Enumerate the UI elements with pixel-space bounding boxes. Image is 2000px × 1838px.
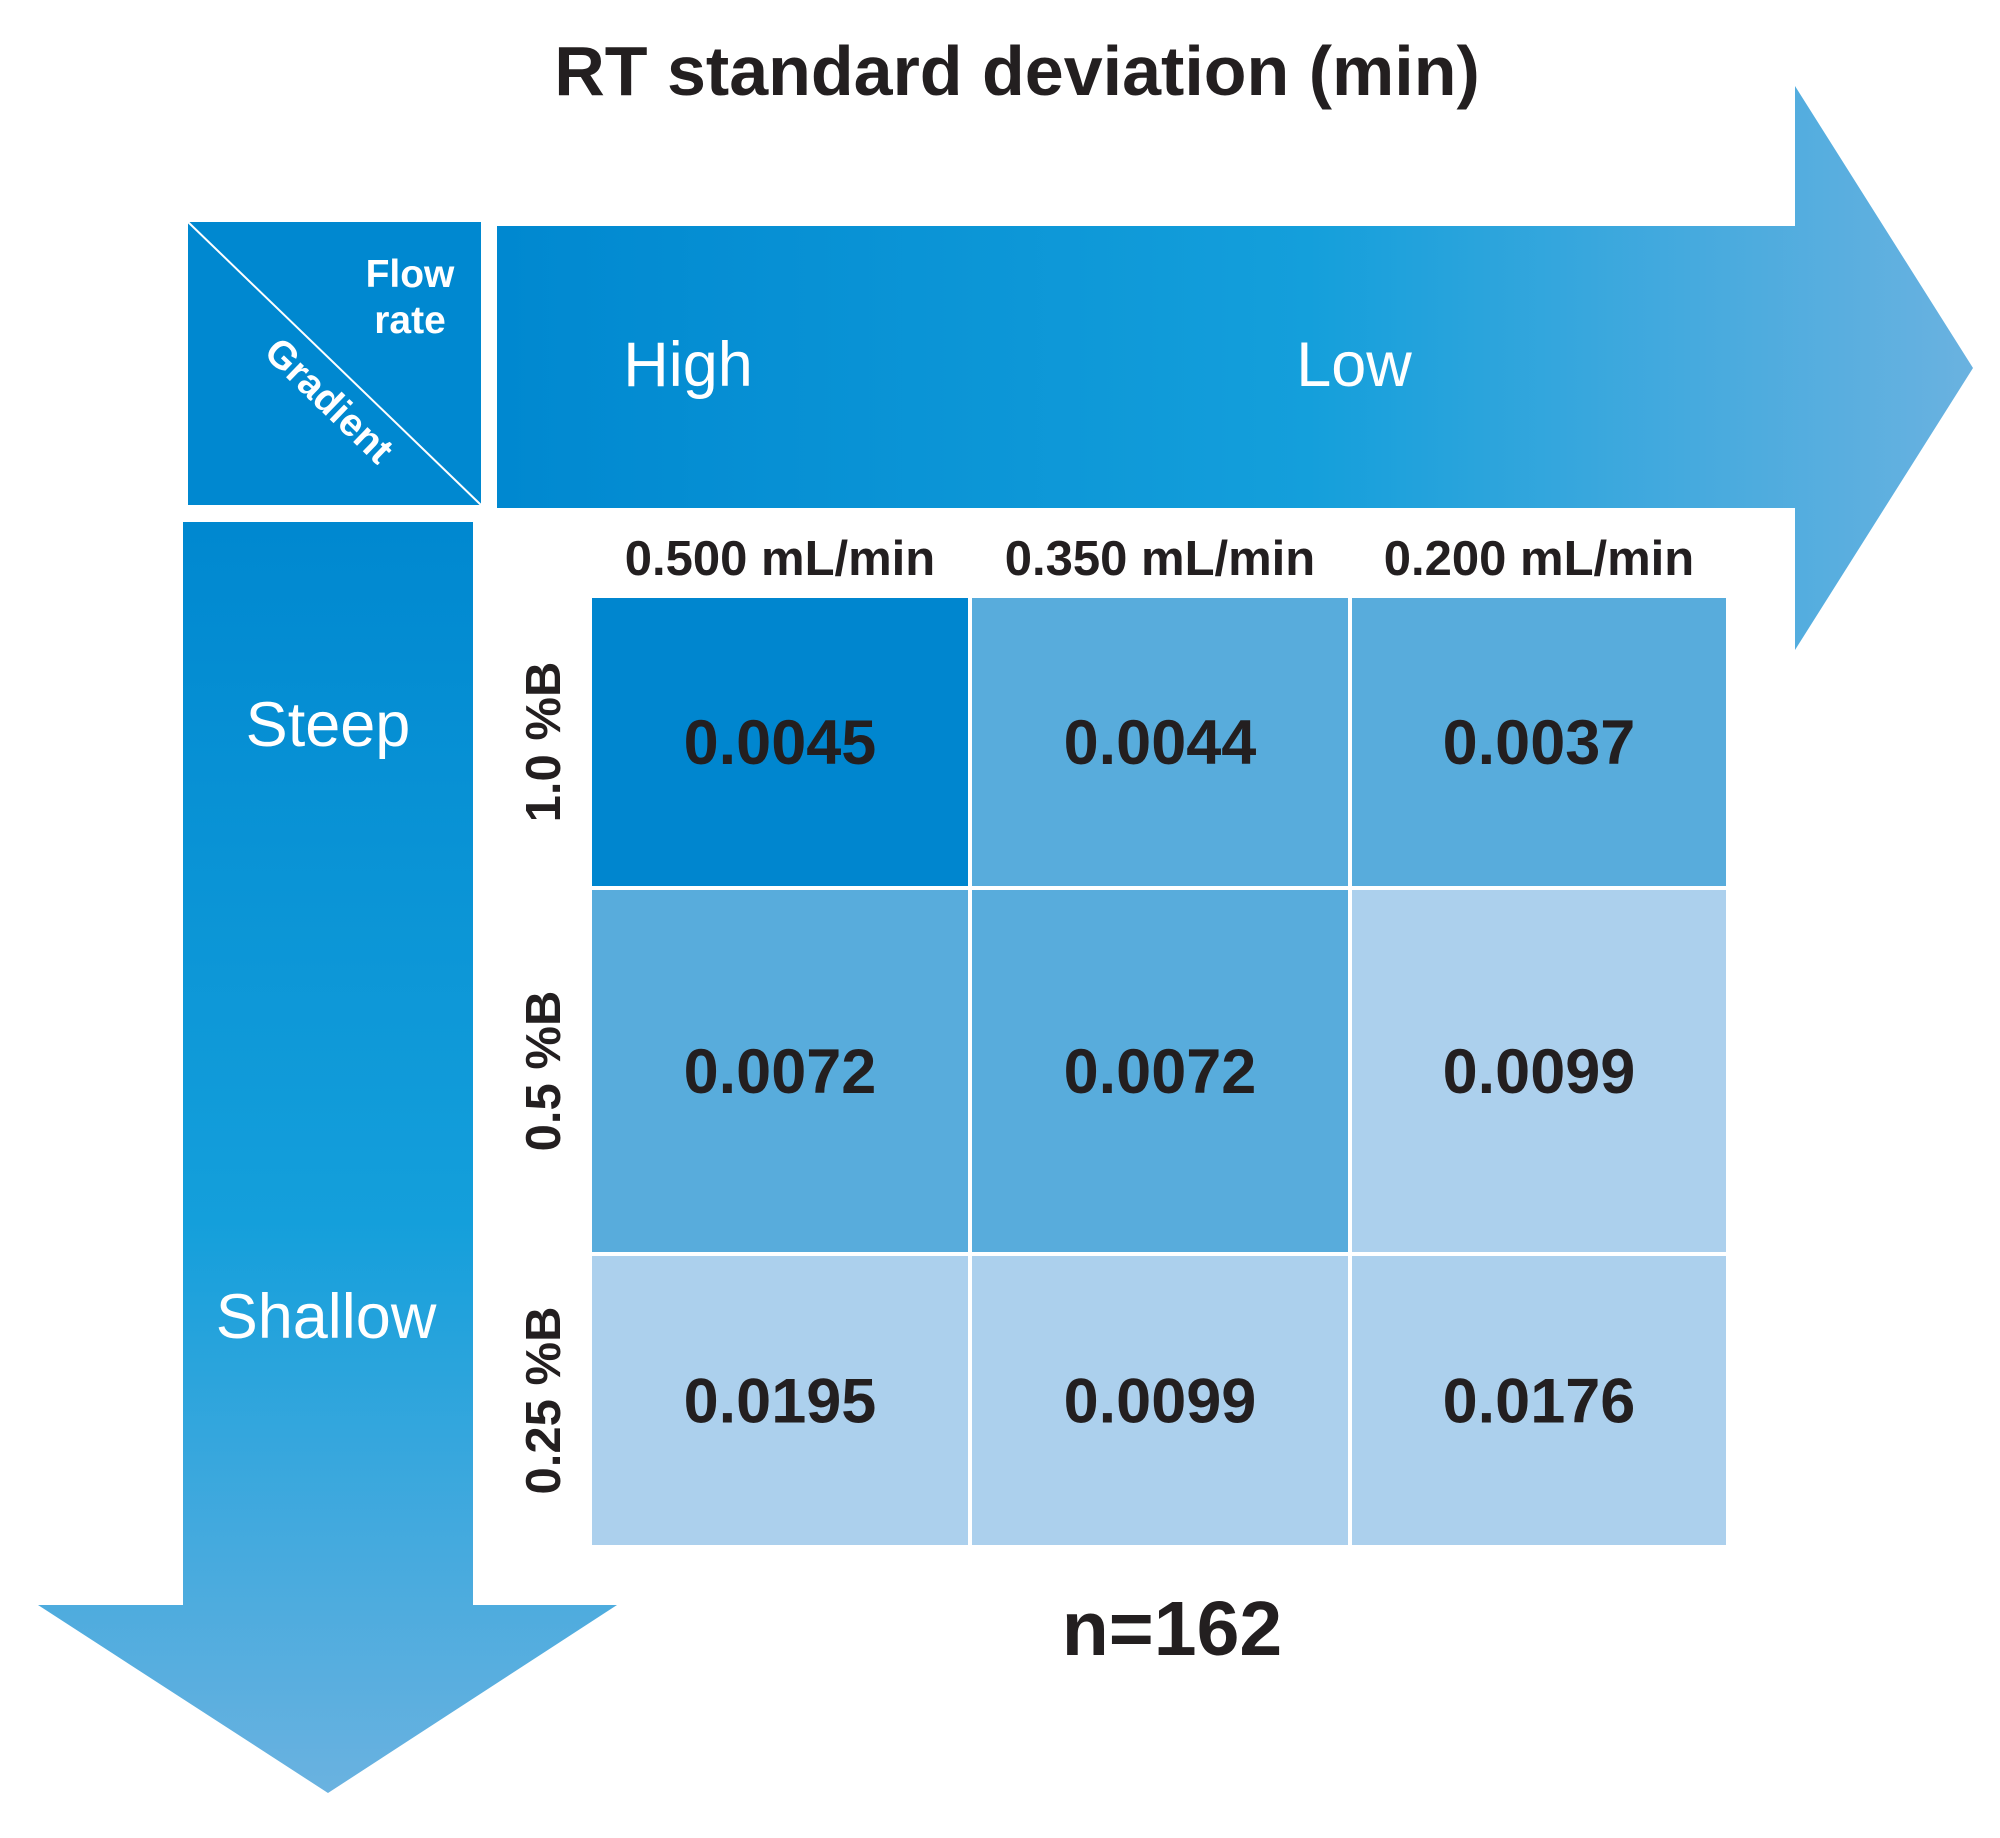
cell-value: 0.0044 — [1064, 708, 1257, 778]
row-header: 1.0 %B — [517, 662, 571, 823]
chart-title: RT standard deviation (min) — [554, 32, 1480, 110]
gradient-steep-label: Steep — [246, 690, 411, 760]
column-header: 0.500 mL/min — [625, 532, 935, 586]
row-header: 0.5 %B — [517, 991, 571, 1152]
heatmap-cell — [1352, 890, 1726, 1252]
sample-size-label: n=162 — [1062, 1586, 1282, 1672]
cell-value: 0.0072 — [1064, 1037, 1257, 1107]
heatmap-cell — [592, 890, 968, 1252]
corner-diagonal — [187, 221, 482, 506]
flow-rate-arrow — [497, 86, 1973, 650]
gradient-arrow — [38, 522, 617, 1793]
cell-value: 0.0176 — [1443, 1367, 1636, 1437]
corner-flow-label: Flow — [366, 253, 455, 296]
flow-high-label: High — [623, 330, 753, 400]
cell-value: 0.0099 — [1443, 1037, 1636, 1107]
column-header: 0.350 mL/min — [1005, 532, 1315, 586]
heatmap-cell — [592, 598, 968, 886]
gradient-shallow-label: Shallow — [216, 1282, 437, 1352]
cell-value: 0.0072 — [684, 1037, 877, 1107]
column-header: 0.200 mL/min — [1384, 532, 1694, 586]
cell-value: 0.0099 — [1064, 1367, 1257, 1437]
row-header: 0.25 %B — [517, 1307, 571, 1495]
cell-value: 0.0195 — [684, 1367, 877, 1437]
corner-rate-label: rate — [374, 299, 446, 342]
flow-low-label: Low — [1296, 330, 1412, 400]
cell-value: 0.0045 — [684, 708, 877, 778]
heatmap-cell — [972, 890, 1348, 1252]
heatmap-cell — [972, 598, 1348, 886]
heatmap-cell — [1352, 598, 1726, 886]
heatmap-cell — [592, 1256, 968, 1545]
cell-value: 0.0037 — [1443, 708, 1636, 778]
heatmap-cell — [1352, 1256, 1726, 1545]
heatmap-grid: 0.500 mL/min 0.350 mL/min 0.200 mL/min 1.0 … — [517, 532, 1726, 1545]
heatmap-cell — [972, 1256, 1348, 1545]
